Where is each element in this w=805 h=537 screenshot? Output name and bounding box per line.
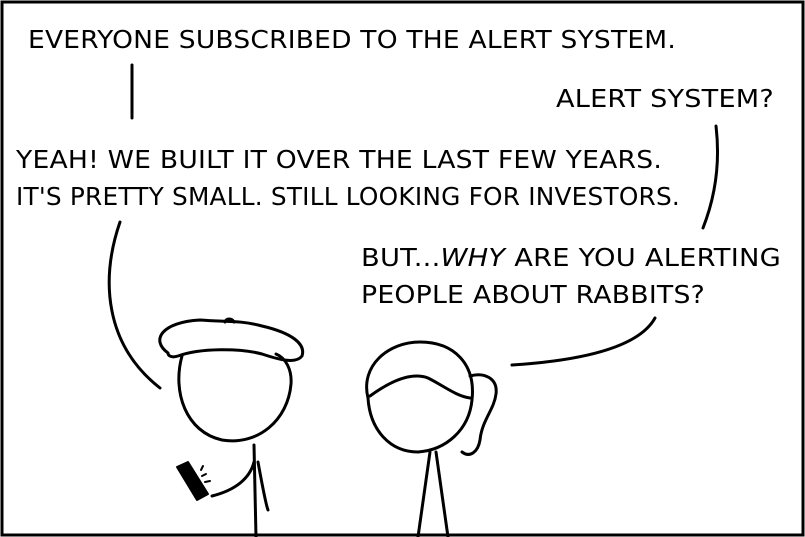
head-beret-person (177, 352, 293, 443)
speech-tail-beret-person (107, 220, 162, 390)
dialogue-line-pretty-small: IT'S PRETTY SMALL. STILL LOOKING FOR INV… (16, 182, 680, 211)
dialogue-why-suffix: ARE YOU ALERTING (505, 243, 781, 272)
character-beret (158, 317, 305, 537)
arm-back-beret-person (256, 460, 270, 512)
dialogue-line-about-rabbits: PEOPLE ABOUT RABBITS? (361, 280, 705, 309)
phone-icon (176, 461, 209, 501)
arm-left-ponytail-person (416, 450, 432, 537)
head-ponytail-person (365, 340, 474, 454)
body-beret-person (252, 443, 258, 537)
beret-stem (223, 317, 236, 324)
speech-tail-ponytail-person (510, 316, 657, 367)
arm-beret-person (210, 460, 256, 498)
hair-line (368, 374, 472, 400)
dialogue-line-everyone-subscribed: EVERYONE SUBSCRIBED TO THE ALERT SYSTEM. (28, 25, 676, 54)
ponytail (460, 373, 498, 456)
character-ponytail (365, 340, 498, 537)
beret (158, 318, 305, 362)
dialogue-why-prefix: BUT... (361, 243, 440, 272)
body-ponytail-person (434, 450, 450, 537)
dialogue-line-alert-system-question: ALERT SYSTEM? (556, 84, 774, 113)
dialogue-line-yeah-we-built-it: YEAH! WE BUILT IT OVER THE LAST FEW YEAR… (15, 145, 662, 174)
dialogue-line-why-alerting: BUT... WHY ARE YOU ALERTING (361, 243, 781, 272)
dialogue-why-emphasis: WHY (440, 243, 507, 272)
phone-glow (200, 465, 211, 483)
speech-tail-alert-system (701, 124, 719, 230)
